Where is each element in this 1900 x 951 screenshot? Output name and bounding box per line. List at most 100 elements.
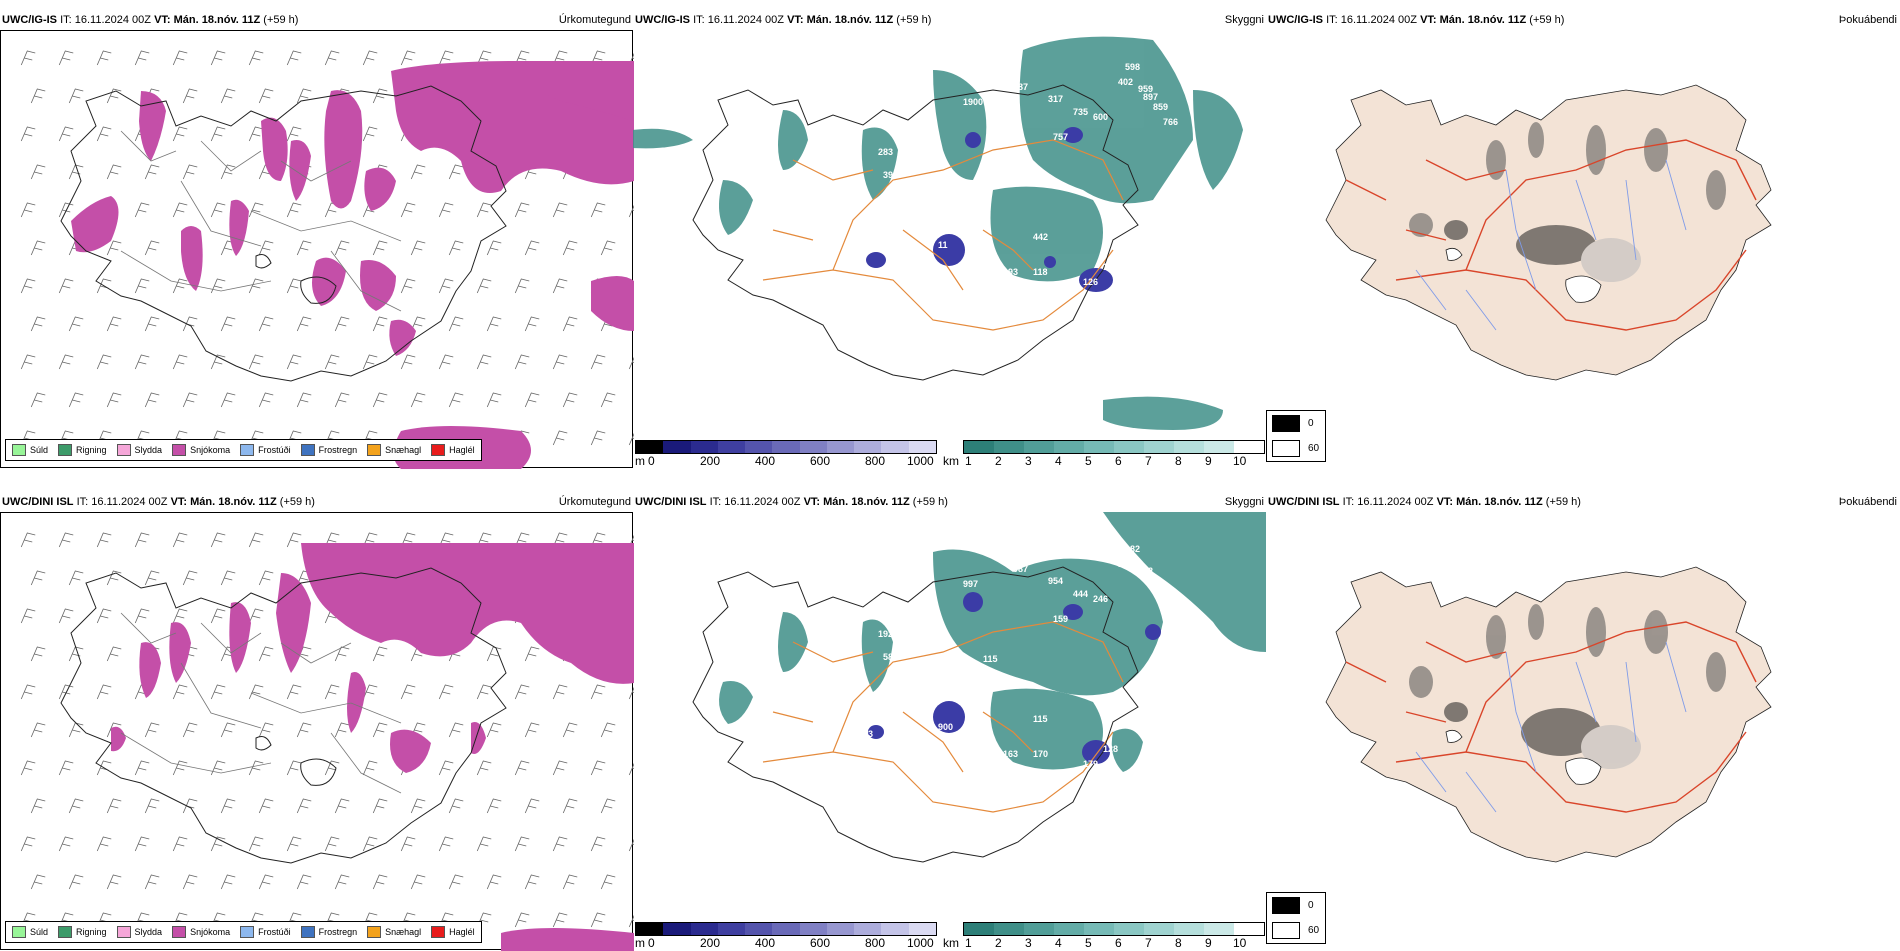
panel-title: UWC/DINI ISL IT: 16.11.2024 00Z VT: Mán.… xyxy=(635,496,948,508)
visibility-map[interactable]: 997 987 954 444 246 181 182 912 978 570 785 159 540 1… xyxy=(633,512,1266,950)
panel-visibility-dini: UWC/DINI ISL IT: 16.11.2024 00Z VT: Mán.… xyxy=(633,482,1326,950)
wind-barb xyxy=(172,760,188,776)
wind-barb xyxy=(248,836,264,852)
wind-barb xyxy=(448,798,464,814)
cloudbase-value: 959 xyxy=(1138,84,1153,94)
cloudbase-value: 600 xyxy=(1093,112,1108,122)
precip-map[interactable]: Súld Rigning Slydda Snjókoma Frostúði Frostre… xyxy=(0,512,634,951)
wind-barb xyxy=(248,608,264,624)
wind-barb xyxy=(30,240,46,256)
wind-barb xyxy=(96,684,112,700)
wind-barb xyxy=(562,874,578,890)
iceland-outline xyxy=(692,566,1139,863)
wind-barb xyxy=(600,722,616,738)
wind-barb xyxy=(514,684,530,700)
iceland-outline xyxy=(60,567,507,864)
wind-barb xyxy=(514,912,530,928)
cloudbase-value: 1900 xyxy=(963,97,983,107)
wind-barb xyxy=(144,240,160,256)
fog-shading xyxy=(1409,604,1726,769)
wind-barb xyxy=(476,532,492,548)
wind-barb xyxy=(210,126,226,142)
wind-barb xyxy=(296,316,312,332)
rivers xyxy=(1415,641,1687,813)
wind-barb xyxy=(524,798,540,814)
fog-ice-caps xyxy=(1445,729,1602,785)
wind-barb xyxy=(20,202,36,218)
wind-barb xyxy=(448,316,464,332)
legend-item: Snjókoma xyxy=(172,926,230,938)
wind-barb xyxy=(628,52,634,66)
wind-barb xyxy=(172,608,188,624)
wind-barb xyxy=(144,392,160,408)
cloudbase-value: 183 xyxy=(903,669,918,679)
wind-barb xyxy=(486,392,502,408)
wind-barb xyxy=(68,722,84,738)
roads xyxy=(1345,621,1757,813)
wind-barb xyxy=(220,570,236,586)
wind-barb xyxy=(20,278,36,294)
wind-barb xyxy=(600,392,616,408)
fog-index-map[interactable] xyxy=(1266,30,1899,468)
wind-barb xyxy=(220,392,236,408)
legend-label: Frostúði xyxy=(258,927,291,937)
legend-swatch xyxy=(300,444,315,456)
wind-barb xyxy=(628,204,634,218)
wind-barb xyxy=(590,684,606,700)
wind-barb xyxy=(552,684,568,700)
wind-barb xyxy=(524,722,540,738)
legend-swatch xyxy=(116,926,131,938)
cloudbase-value: 25 xyxy=(978,739,988,749)
wind-barb xyxy=(324,532,340,548)
legend-swatch xyxy=(58,444,73,456)
wind-barb xyxy=(448,874,464,890)
wind-barb xyxy=(448,392,464,408)
wind-barb xyxy=(68,88,84,104)
wind-barb xyxy=(334,874,350,890)
wind-barb xyxy=(58,126,74,142)
legend-swatch xyxy=(367,926,382,938)
cloudbase-value: 193 xyxy=(1003,267,1018,277)
legend-label: Haglél xyxy=(449,927,475,937)
wind-barb xyxy=(258,88,274,104)
cloudbase-value: 170 xyxy=(1033,749,1048,759)
visibility-colorbar xyxy=(963,922,1265,936)
wind-barb xyxy=(96,608,112,624)
wind-barb xyxy=(134,354,150,370)
wind-barb xyxy=(372,874,388,890)
fog-index-map[interactable] xyxy=(1266,512,1899,950)
wind-barb xyxy=(30,798,46,814)
wind-barb xyxy=(552,532,568,548)
wind-barb xyxy=(372,646,388,662)
wind-barb xyxy=(448,164,464,180)
legend-item: Rigning xyxy=(58,926,107,938)
rivers xyxy=(1415,159,1687,331)
wind-barb xyxy=(210,278,226,294)
precip-type-legend: Súld Rigning Slydda Snjókoma Frostúði Frostre… xyxy=(5,921,482,943)
wind-barb xyxy=(590,202,606,218)
legend-swatch xyxy=(58,926,73,938)
wind-barb xyxy=(172,278,188,294)
cloudbase-value: 912 xyxy=(1138,566,1153,576)
wind-barb xyxy=(96,532,112,548)
wind-barb xyxy=(486,722,502,738)
wind-barb xyxy=(106,240,122,256)
wind-barb xyxy=(514,278,530,294)
cloudbase-value: 735 xyxy=(1073,107,1088,117)
legend-label: Slydda xyxy=(134,927,163,937)
wind-barb xyxy=(30,392,46,408)
wind-barb xyxy=(248,278,264,294)
cloudbase-unit: m xyxy=(635,454,645,468)
wind-barb xyxy=(590,430,606,446)
wind-barb xyxy=(334,722,350,738)
wind-barb xyxy=(286,684,302,700)
wind-barb xyxy=(514,532,530,548)
panel-fog-index-dini: UWC/DINI ISL IT: 16.11.2024 00Z VT: Mán.… xyxy=(1266,482,1899,950)
wind-barb xyxy=(20,50,36,66)
precip-map[interactable]: Súld Rigning Slydda Snjókoma Frostúði Frostre… xyxy=(0,30,634,469)
wind-barb xyxy=(248,126,264,142)
wind-barb xyxy=(476,836,492,852)
cloudbase-value: 115 xyxy=(1033,714,1048,724)
visibility-map[interactable]: 1900 987 317 735 600 402 598 959 897 859 766 757 336… xyxy=(633,30,1266,468)
wind-barb xyxy=(590,50,606,66)
